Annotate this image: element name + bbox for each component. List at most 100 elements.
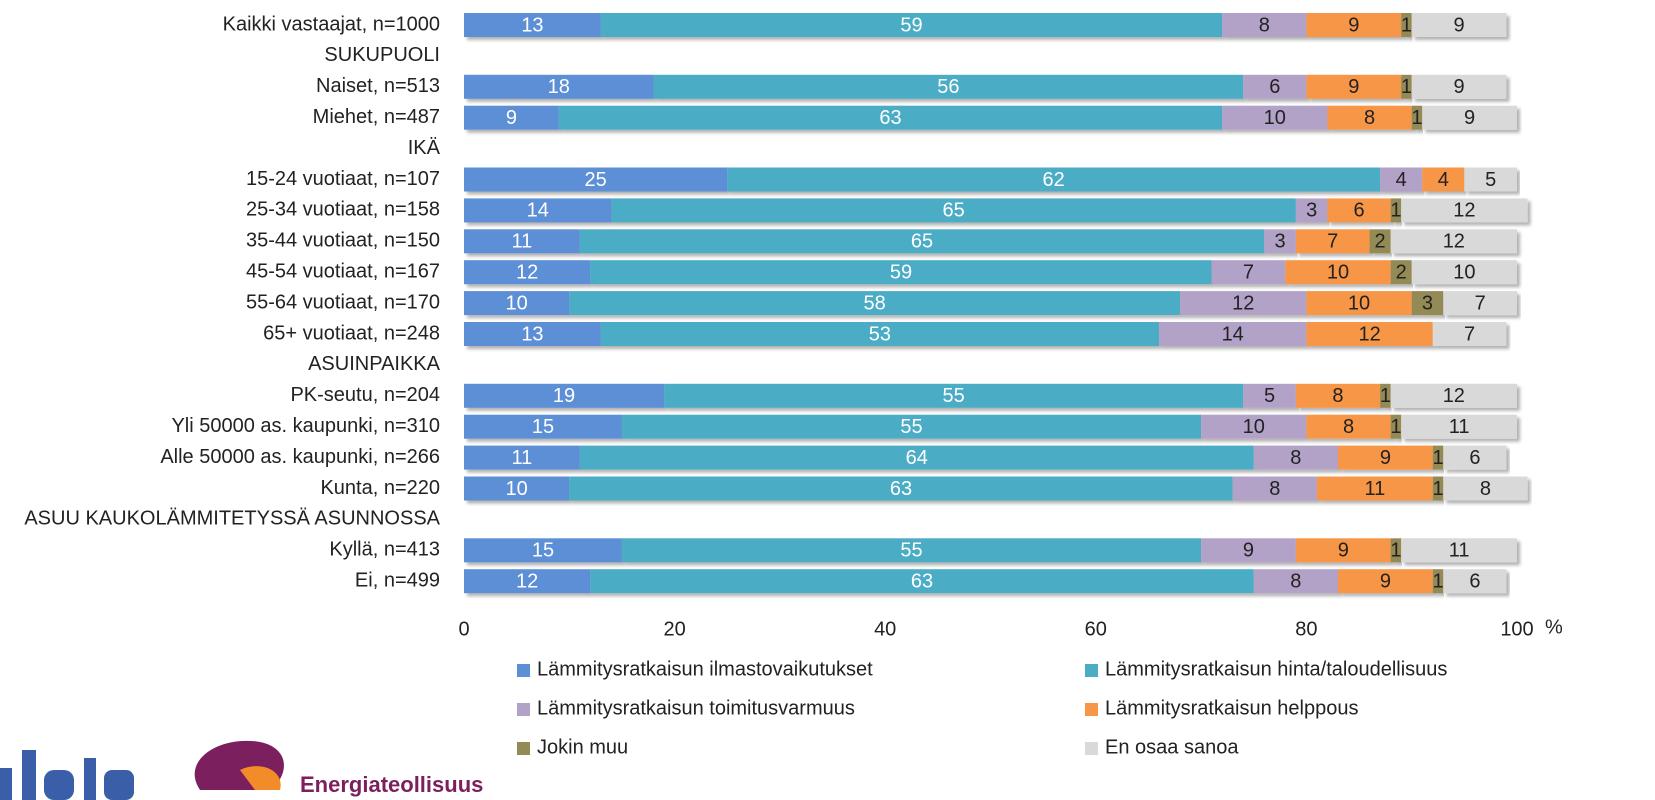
bar-segment: [1316, 476, 1433, 501]
bar-segment: [1432, 445, 1444, 470]
bar-segment: [1422, 105, 1517, 130]
bar-segment: [1222, 105, 1328, 130]
x-tick-label: 20: [663, 618, 685, 640]
data-label: 9: [1338, 540, 1349, 562]
bar-segment: [569, 476, 1233, 501]
bar-segment: [1295, 538, 1391, 563]
data-label: 8: [1343, 416, 1354, 438]
legend-label: En osaa sanoa: [1105, 736, 1239, 758]
x-tick-label: 40: [874, 618, 896, 640]
bar-segment: [1401, 13, 1412, 37]
data-label: 12: [1443, 231, 1465, 253]
bar-segment: [579, 229, 1265, 254]
data-label: 10: [1264, 107, 1286, 129]
bar-segment: [464, 414, 622, 439]
bar-segment: [727, 167, 1381, 192]
data-label: 62: [1043, 169, 1065, 191]
bar-segment: [1201, 538, 1296, 563]
y-tick-label: 65+ vuotiaat, n=248: [263, 322, 440, 344]
bar-segment: [1253, 569, 1338, 594]
data-label: 63: [879, 107, 901, 129]
bar-segment: [1390, 383, 1517, 408]
legend-swatch: [517, 703, 530, 716]
bar-segment: [621, 538, 1202, 563]
bar-segment: [1295, 198, 1328, 223]
data-label: 14: [527, 200, 549, 222]
bar-segment: [1443, 445, 1507, 470]
data-label: 8: [1332, 385, 1343, 407]
x-tick-label: 0: [458, 618, 469, 640]
bar-segment: [1201, 414, 1307, 439]
bar-segment: [464, 383, 665, 408]
data-label: 15: [532, 416, 554, 438]
data-label: 19: [553, 385, 575, 407]
bar-segment: [1264, 229, 1296, 254]
bar-segment: [464, 569, 591, 594]
bar-segment: [1295, 383, 1381, 408]
data-label: 1: [1401, 76, 1412, 98]
bar-segment: [590, 260, 1212, 285]
bar-segment: [464, 13, 601, 37]
y-tick-label: 35-44 vuotiaat, n=150: [246, 230, 440, 252]
data-label: 13: [521, 323, 543, 345]
bar-segment: [1411, 260, 1517, 285]
data-label: 63: [890, 478, 912, 500]
data-label: 3: [1306, 200, 1317, 222]
data-label: 10: [1327, 261, 1349, 283]
data-label: 1: [1432, 447, 1443, 469]
bar-segment: [1390, 538, 1402, 563]
bar-segment: [600, 13, 1223, 37]
legend-label: Lämmitysratkaisun hinta/taloudellisuus: [1105, 658, 1447, 680]
y-tick-label: ASUINPAIKKA: [308, 353, 441, 375]
bar-segment: [1243, 383, 1296, 408]
bar-segment: [464, 229, 580, 254]
y-tick-label: IKÄ: [408, 137, 441, 159]
bar-segment: [569, 291, 1181, 316]
bar-segment: [464, 260, 591, 285]
data-label: 11: [1449, 416, 1470, 438]
legend-swatch: [1085, 742, 1098, 755]
legend-swatch: [1085, 703, 1098, 716]
legend-swatch: [517, 664, 530, 677]
bar-segment: [1327, 105, 1412, 130]
data-label: 25: [585, 169, 607, 191]
data-label: 63: [911, 570, 933, 592]
data-label: 1: [1380, 385, 1391, 407]
y-tick-label: 45-54 vuotiaat, n=167: [246, 260, 440, 282]
logo-text: Energiateollisuus: [300, 772, 483, 797]
y-tick-label: Naiset, n=513: [316, 75, 440, 97]
bar-segment: [600, 322, 1159, 346]
bar-segment: [558, 105, 1223, 130]
bar-segment: [1306, 322, 1433, 346]
bar-segment: [621, 414, 1202, 439]
y-tick-label: Kaikki vastaajat, n=1000: [223, 13, 440, 35]
data-label: 6: [1269, 76, 1280, 98]
y-tick-label: Kyllä, n=413: [329, 539, 440, 561]
data-label: 10: [1453, 261, 1475, 283]
logo-left: [0, 750, 134, 800]
bar-segment: [1401, 74, 1412, 99]
bar-segment: [1285, 260, 1391, 285]
y-tick-label: SUKUPUOLI: [324, 44, 440, 66]
data-label: 8: [1480, 478, 1491, 500]
x-tick-label: 80: [1295, 618, 1317, 640]
data-label: 11: [512, 447, 533, 469]
data-label: 12: [1232, 292, 1254, 314]
bar-segment: [464, 167, 728, 192]
data-label: 11: [512, 231, 533, 253]
data-label: 10: [506, 292, 528, 314]
bar-segment: [1432, 476, 1444, 501]
bar-segment: [1253, 445, 1338, 470]
bar-segment: [1337, 445, 1433, 470]
data-label: 9: [1454, 14, 1465, 36]
bar-segment: [1380, 167, 1423, 192]
bar-segment: [1411, 291, 1444, 316]
data-label: 15: [532, 540, 554, 562]
bar-segment: [579, 445, 1254, 470]
bar-segment: [1443, 569, 1507, 594]
legend-label: Lämmitysratkaisun ilmastovaikutukset: [537, 658, 873, 680]
bar-segment: [1422, 167, 1465, 192]
data-label: 9: [1243, 540, 1254, 562]
data-label: 2: [1375, 231, 1386, 253]
